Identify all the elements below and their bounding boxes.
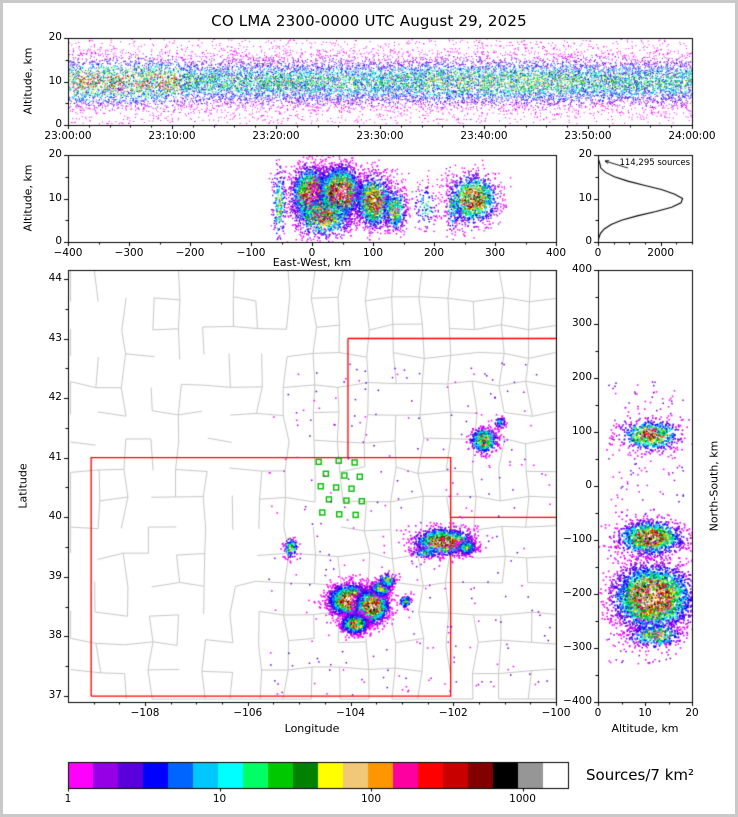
altitude_histogram_panel-ytick: 20 — [578, 148, 592, 161]
east_west_panel-ytick: 10 — [48, 191, 62, 204]
plan_view_panel-ytick: 41 — [48, 450, 62, 463]
time_height_panel-xtick: 23:20:00 — [252, 130, 300, 142]
north_south_panel-xtick: 0 — [594, 707, 602, 719]
colorbar-tick: 100 — [360, 793, 382, 805]
plan_view_panel-ytick: 39 — [48, 570, 62, 583]
time_height_panel-ytick: 20 — [48, 31, 62, 44]
east_west_panel-xtick: 400 — [545, 247, 567, 259]
north_south_panel-ytick: −400 — [563, 695, 592, 708]
east_west_panel-ytick: 20 — [48, 148, 62, 161]
north_south_panel-ytick: −300 — [563, 641, 592, 654]
north_south_panel-ytick: 0 — [585, 479, 592, 492]
time_height_panel-xtick: 23:00:00 — [44, 130, 92, 142]
north_south_panel-ytick: 200 — [571, 371, 592, 384]
ns-panel-ylabel: North-South, km — [707, 440, 721, 532]
plan_view_panel-ytick: 40 — [48, 510, 62, 523]
source-count-annotation: 114,295 sources — [619, 158, 690, 168]
east_west_panel-xtick: −200 — [175, 247, 205, 259]
altitude_histogram_panel-ytick: 0 — [585, 235, 592, 248]
plan_view_panel-xtick: −106 — [233, 707, 263, 719]
plan_view_panel-ytick: 43 — [48, 331, 62, 344]
east_west_panel-xtick: −300 — [114, 247, 144, 259]
time_height_panel-xtick: 23:40:00 — [460, 130, 508, 142]
plan_view_panel-ytick: 38 — [48, 629, 62, 642]
plan_view_panel-ytick: 44 — [48, 272, 62, 285]
east_west_panel-ytick: 0 — [55, 235, 62, 248]
plan_view_panel-xtick: −108 — [130, 707, 160, 719]
altitude_histogram_panel-xtick: 2000 — [647, 247, 675, 259]
north_south_panel-xtick: 20 — [685, 707, 699, 719]
ns-panel-xlabel: Altitude, km — [611, 722, 679, 735]
plan_view_panel-ytick: 42 — [48, 391, 62, 404]
plan_view_panel-ytick: 37 — [48, 689, 62, 702]
ew-panel-ylabel: Altitude, km — [21, 164, 35, 232]
east_west_panel-xtick: 100 — [362, 247, 384, 259]
ew-panel-xlabel: East-West, km — [272, 256, 352, 269]
figure-title: CO LMA 2300-0000 UTC August 29, 2025 — [211, 12, 527, 30]
colorbar-label: Sources/7 km² — [586, 766, 695, 784]
east_west_panel-xtick: 200 — [423, 247, 445, 259]
time_height_panel-ytick: 10 — [48, 74, 62, 87]
east_west_panel-xtick: −100 — [236, 247, 266, 259]
north_south_panel-ytick: −200 — [563, 587, 592, 600]
map-xlabel: Longitude — [284, 722, 340, 735]
north_south_panel-xtick: 10 — [638, 707, 652, 719]
north_south_panel-ytick: −100 — [563, 533, 592, 546]
altitude_histogram_panel-ytick: 10 — [578, 191, 592, 204]
time-panel-ylabel: Altitude, km — [21, 47, 35, 115]
map-ylabel: Latitude — [16, 463, 30, 509]
colorbar-tick: 1000 — [509, 793, 536, 805]
north_south_panel-ytick: 400 — [571, 263, 592, 276]
east_west_panel-xtick: −400 — [53, 247, 83, 259]
east_west_panel-xtick: 300 — [484, 247, 506, 259]
plan_view_panel-xtick: −100 — [541, 707, 571, 719]
time_height_panel-xtick: 23:10:00 — [148, 130, 196, 142]
altitude_histogram_panel-xtick: 0 — [594, 247, 602, 259]
north_south_panel-ytick: 300 — [571, 317, 592, 330]
north_south_panel-ytick: 100 — [571, 425, 592, 438]
colorbar-tick: 1 — [64, 793, 72, 805]
plan_view_panel-xtick: −102 — [438, 707, 468, 719]
time_height_panel-ytick: 0 — [55, 118, 62, 131]
time_height_panel-xtick: 24:00:00 — [668, 130, 716, 142]
plan_view_panel-xtick: −104 — [336, 707, 365, 719]
time_height_panel-xtick: 23:50:00 — [564, 130, 612, 142]
colorbar-tick: 10 — [212, 793, 227, 805]
time_height_panel-xtick: 23:30:00 — [356, 130, 404, 142]
east_west_panel-xtick: 0 — [308, 247, 316, 259]
